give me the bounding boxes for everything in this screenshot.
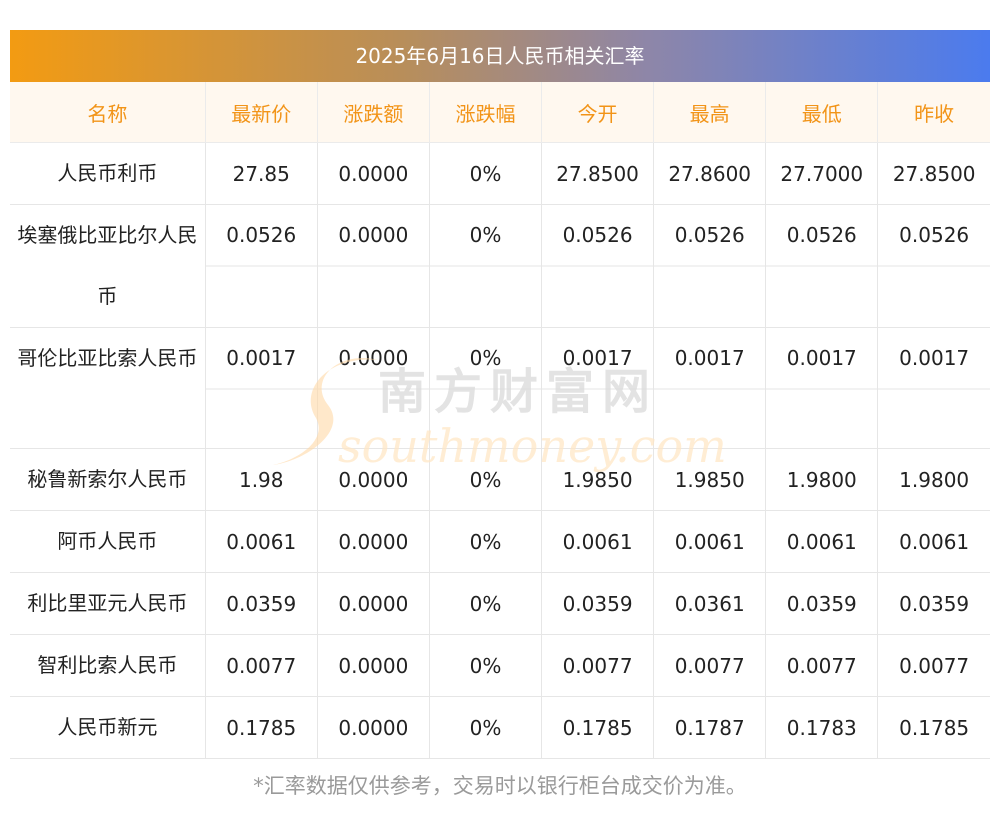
header-row: 名称 最新价 涨跌额 涨跌幅 今开 最高 最低 昨收	[10, 82, 990, 143]
open-cell: 0.1785	[541, 696, 654, 759]
open-cell: 0.0077	[541, 634, 654, 697]
currency-name: 利比里亚元人民币	[10, 572, 206, 635]
table-row: 阿币人民币 0.0061 0.0000 0% 0.0061 0.0061 0.0…	[10, 510, 990, 573]
high-cell: 1.9850	[653, 448, 766, 511]
table-title-banner: 2025年6月16日人民币相关汇率	[10, 30, 990, 82]
latest-cell: 0.0017	[204, 327, 318, 449]
latest-cell: 27.85	[204, 142, 318, 205]
change-pct-cell: 0%	[428, 696, 542, 759]
table-row: 智利比索人民币 0.0077 0.0000 0% 0.0077 0.0077 0…	[10, 634, 990, 697]
change-pct-cell: 0%	[428, 634, 542, 697]
header-low: 最低	[765, 82, 878, 143]
change-pct-cell: 0%	[428, 327, 542, 449]
header-prev-close: 昨收	[877, 82, 990, 143]
high-cell: 0.0017	[653, 327, 766, 449]
latest-cell: 0.0077	[204, 634, 318, 697]
open-cell: 0.0061	[541, 510, 654, 573]
high-cell: 0.1787	[653, 696, 766, 759]
open-cell: 0.0359	[541, 572, 654, 635]
currency-name: 阿币人民币	[10, 510, 206, 573]
table-row: 人民币新元 0.1785 0.0000 0% 0.1785 0.1787 0.1…	[10, 696, 990, 759]
low-cell: 0.1783	[765, 696, 878, 759]
high-cell: 0.0061	[653, 510, 766, 573]
header-latest: 最新价	[204, 82, 318, 143]
change-cell: 0.0000	[316, 448, 430, 511]
change-cell: 0.0000	[316, 327, 430, 449]
prev-close-cell: 1.9800	[877, 448, 990, 511]
change-pct-cell: 0%	[428, 510, 542, 573]
change-pct-cell: 0%	[428, 142, 542, 205]
change-cell: 0.0000	[316, 510, 430, 573]
prev-close-cell: 27.8500	[877, 142, 990, 205]
currency-name: 哥伦比亚比索人民币	[10, 327, 206, 449]
open-cell: 1.9850	[541, 448, 654, 511]
table-row: 利比里亚元人民币 0.0359 0.0000 0% 0.0359 0.0361 …	[10, 572, 990, 635]
change-cell: 0.0000	[316, 696, 430, 759]
low-cell: 0.0526	[765, 204, 878, 328]
currency-name: 人民币新元	[10, 696, 206, 759]
table-row: 秘鲁新索尔人民币 1.98 0.0000 0% 1.9850 1.9850 1.…	[10, 448, 990, 511]
low-cell: 0.0359	[765, 572, 878, 635]
low-cell: 1.9800	[765, 448, 878, 511]
table-row: 哥伦比亚比索人民币 0.0017 0.0000 0% 0.0017 0.0017…	[10, 327, 990, 449]
prev-close-cell: 0.0077	[877, 634, 990, 697]
header-name: 名称	[10, 82, 206, 143]
high-cell: 27.8600	[653, 142, 766, 205]
change-pct-cell: 0%	[428, 448, 542, 511]
table-row: 埃塞俄比亚比尔人民币 0.0526 0.0000 0% 0.0526 0.052…	[10, 204, 990, 328]
open-cell: 0.0526	[541, 204, 654, 328]
latest-cell: 0.1785	[204, 696, 318, 759]
change-cell: 0.0000	[316, 572, 430, 635]
header-high: 最高	[653, 82, 766, 143]
currency-name: 埃塞俄比亚比尔人民币	[10, 204, 206, 328]
latest-cell: 0.0359	[204, 572, 318, 635]
currency-name: 智利比索人民币	[10, 634, 206, 697]
latest-cell: 0.0526	[204, 204, 318, 328]
change-cell: 0.0000	[316, 634, 430, 697]
low-cell: 27.7000	[765, 142, 878, 205]
exchange-rate-table: 名称 最新价 涨跌额 涨跌幅 今开 最高 最低 昨收 人民币利币 27.85 0…	[10, 82, 990, 759]
prev-close-cell: 0.0359	[877, 572, 990, 635]
currency-name: 秘鲁新索尔人民币	[10, 448, 206, 511]
prev-close-cell: 0.0526	[877, 204, 990, 328]
open-cell: 0.0017	[541, 327, 654, 449]
low-cell: 0.0077	[765, 634, 878, 697]
open-cell: 27.8500	[541, 142, 654, 205]
prev-close-cell: 0.0061	[877, 510, 990, 573]
change-pct-cell: 0%	[428, 204, 542, 328]
low-cell: 0.0017	[765, 327, 878, 449]
header-change-pct: 涨跌幅	[428, 82, 542, 143]
table-row: 人民币利币 27.85 0.0000 0% 27.8500 27.8600 27…	[10, 142, 990, 205]
prev-close-cell: 0.0017	[877, 327, 990, 449]
latest-cell: 1.98	[204, 448, 318, 511]
header-change: 涨跌额	[316, 82, 430, 143]
high-cell: 0.0526	[653, 204, 766, 328]
latest-cell: 0.0061	[204, 510, 318, 573]
header-open: 今开	[541, 82, 654, 143]
change-cell: 0.0000	[316, 142, 430, 205]
table-title: 2025年6月16日人民币相关汇率	[355, 44, 645, 68]
change-pct-cell: 0%	[428, 572, 542, 635]
currency-name: 人民币利币	[10, 142, 206, 205]
low-cell: 0.0061	[765, 510, 878, 573]
footnote: *汇率数据仅供参考，交易时以银行柜台成交价为准。	[253, 774, 747, 798]
prev-close-cell: 0.1785	[877, 696, 990, 759]
change-cell: 0.0000	[316, 204, 430, 328]
high-cell: 0.0077	[653, 634, 766, 697]
high-cell: 0.0361	[653, 572, 766, 635]
